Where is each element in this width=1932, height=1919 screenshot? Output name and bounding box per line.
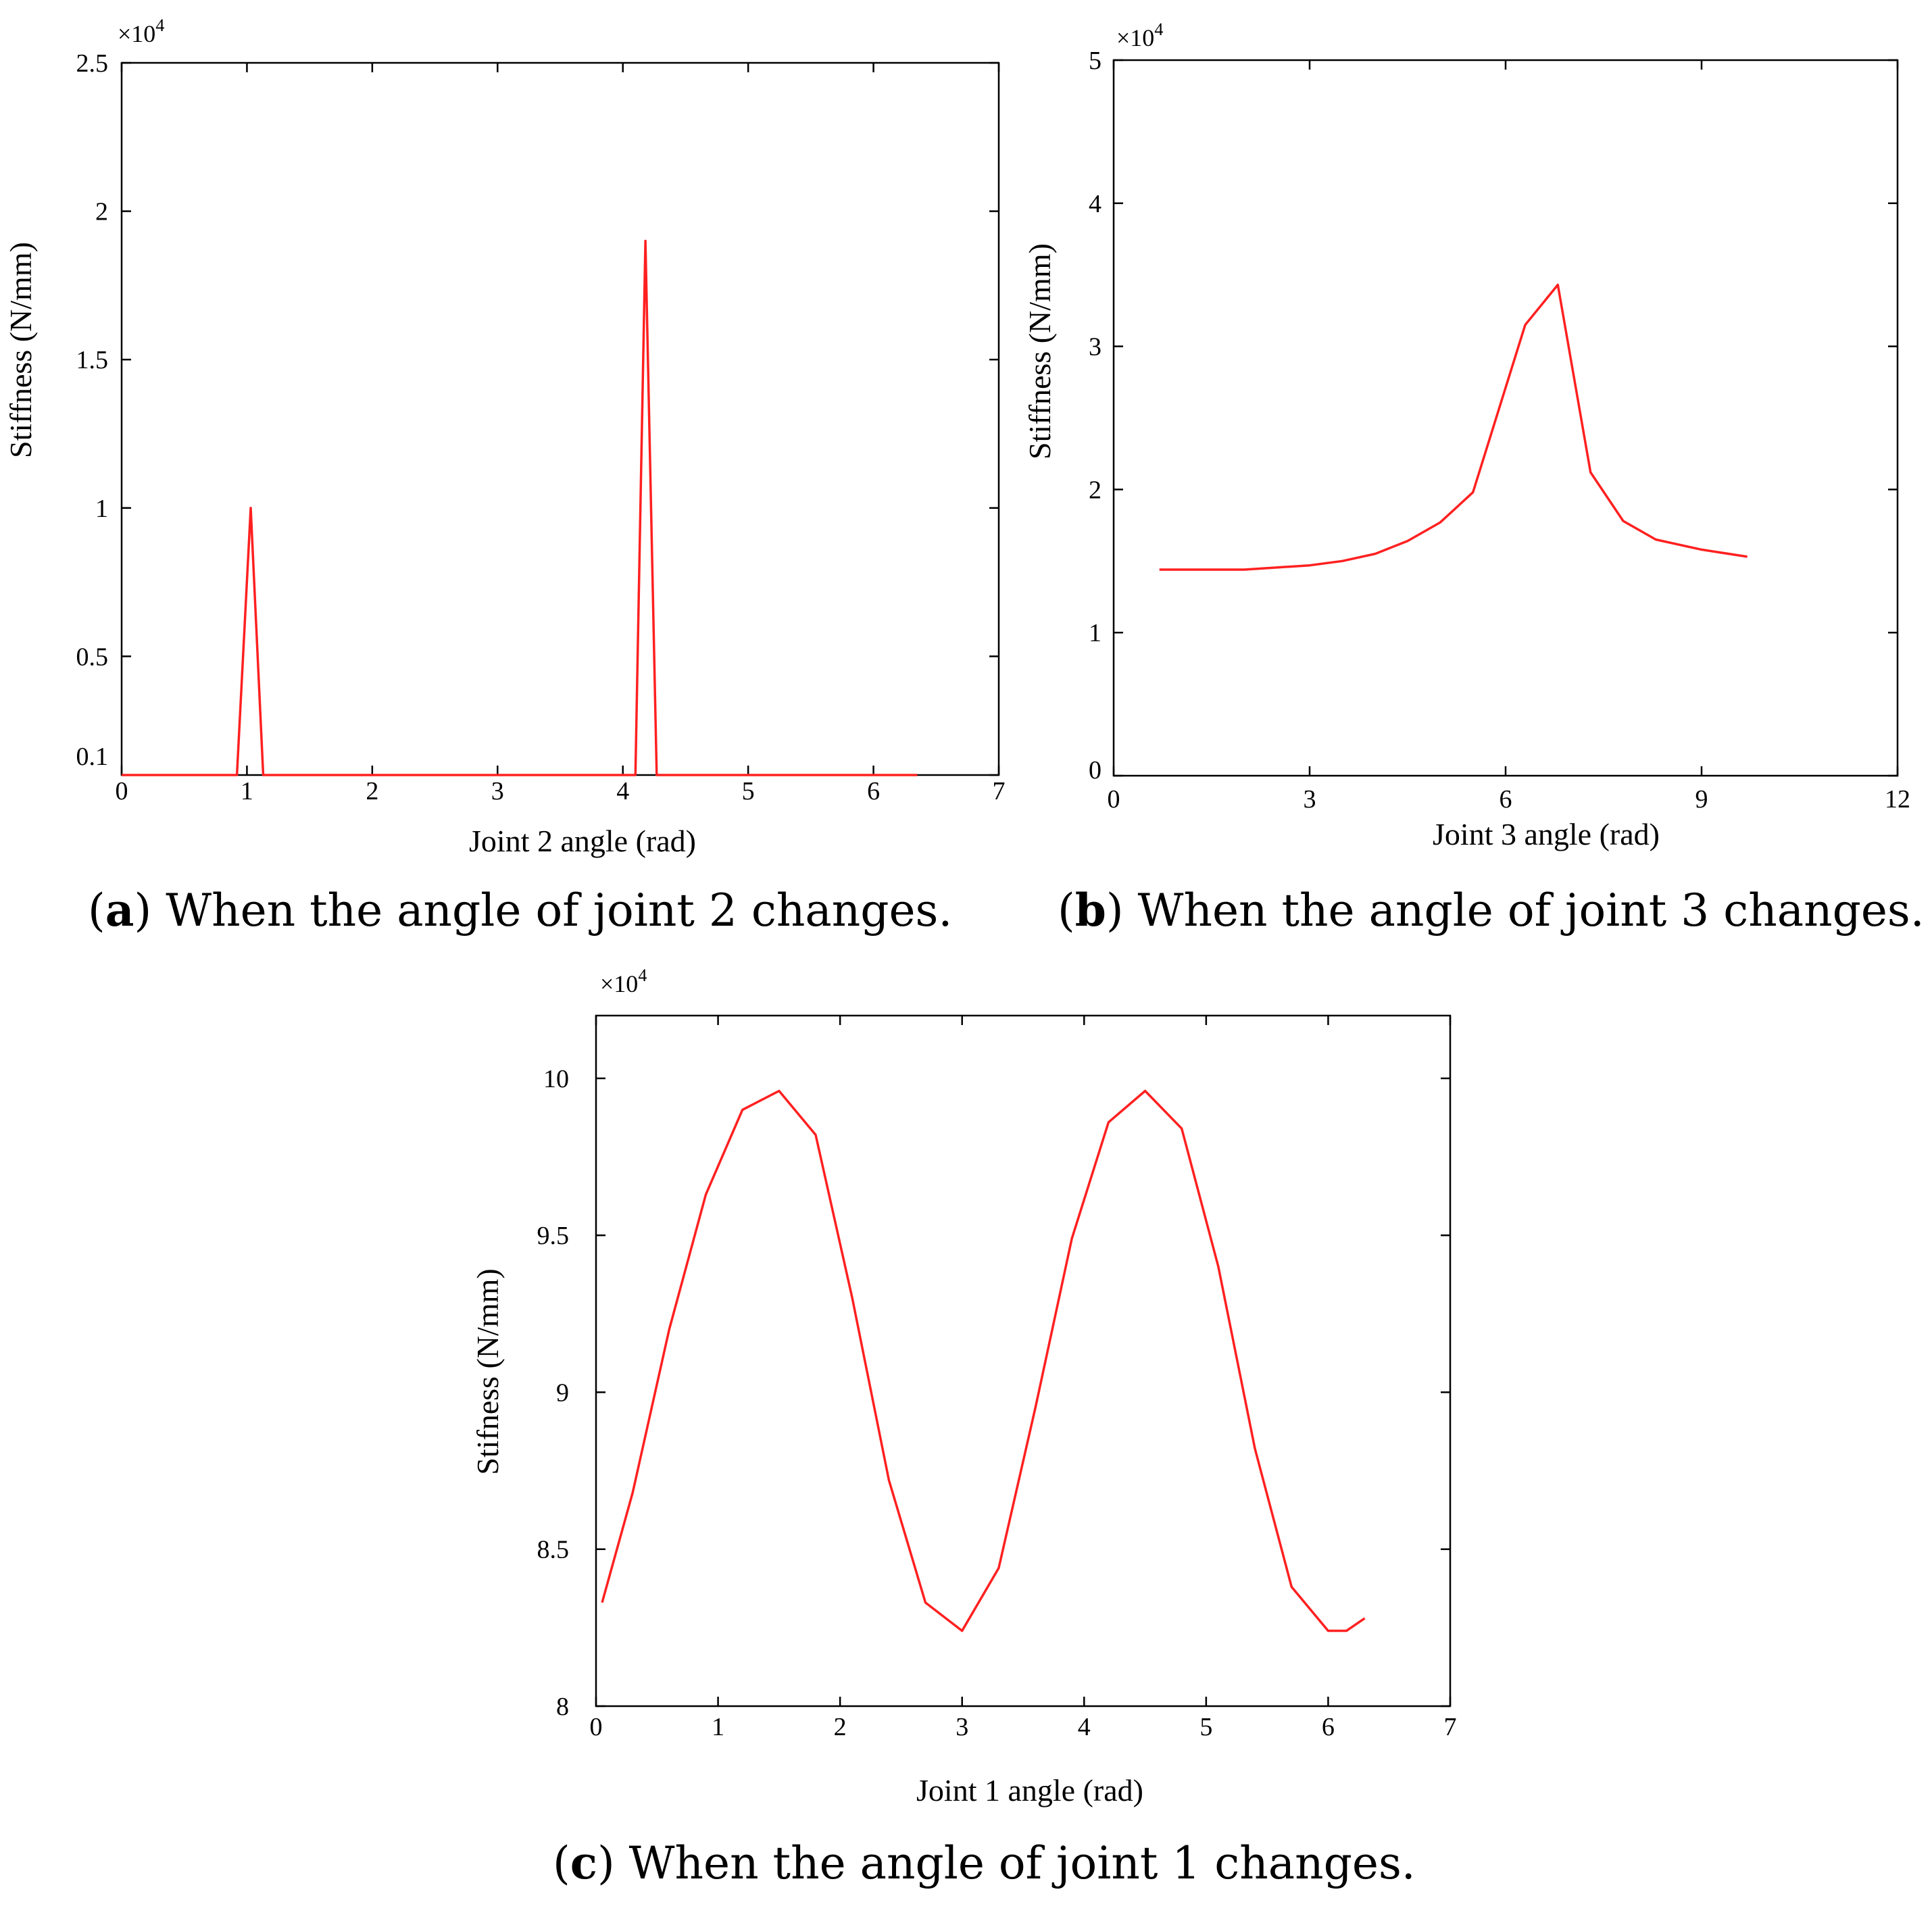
x-tick-label: 1 <box>712 1713 724 1741</box>
x-tick-label: 4 <box>1078 1713 1091 1741</box>
y-tick-label: 4 <box>1089 190 1101 218</box>
x-tick-label: 0 <box>116 777 128 805</box>
plot-frame <box>1112 59 1899 777</box>
y-tick-label: 8 <box>556 1693 569 1721</box>
y-multiplier: ×104 <box>600 966 647 997</box>
y-tick-label: 0.1 <box>76 743 109 771</box>
series-line <box>1159 283 1748 571</box>
y-tick-label: 2.5 <box>76 49 109 78</box>
y-axis-label: Stifness (N/mm) <box>470 1268 505 1474</box>
caption-paren-close: ) <box>134 884 152 937</box>
y-tick-label: 1 <box>95 495 108 523</box>
caption-paren-close: ) <box>1106 884 1124 937</box>
x-tick-label: 3 <box>956 1713 968 1741</box>
x-tick-label: 6 <box>867 777 880 805</box>
y-multiplier-exponent: 4 <box>1154 20 1163 39</box>
x-axis-label: Joint 3 angle (rad) <box>1433 817 1660 851</box>
x-tick-label: 7 <box>993 777 1006 805</box>
series-line <box>601 1089 1366 1633</box>
x-tick-label: 5 <box>1199 1713 1212 1741</box>
x-tick-label: 0 <box>590 1713 603 1741</box>
y-tick-label: 5 <box>1089 47 1101 75</box>
caption: (c) When the angle of joint 1 changes. <box>553 1837 1416 1889</box>
x-tick-label: 3 <box>1304 785 1316 814</box>
caption: (b) When the angle of joint 3 changes. <box>1058 884 1925 937</box>
x-tick-label: 3 <box>491 777 504 805</box>
x-tick-label: 6 <box>1322 1713 1335 1741</box>
caption-text: When the angle of joint 2 changes. <box>151 884 952 937</box>
x-tick-label: 9 <box>1695 785 1708 814</box>
y-tick-label: 1.5 <box>76 346 109 374</box>
plot-frame <box>595 1014 1452 1708</box>
caption-text: When the angle of joint 3 changes. <box>1124 884 1925 937</box>
y-tick-label: 0.5 <box>76 643 109 671</box>
y-tick-label: 3 <box>1089 333 1101 362</box>
x-tick-label: 7 <box>1444 1713 1457 1741</box>
x-axis-label: Joint 2 angle (rad) <box>469 824 696 858</box>
y-tick-label: 9.5 <box>537 1222 570 1250</box>
x-tick-label: 5 <box>742 777 755 805</box>
y-tick-label: 1 <box>1089 619 1101 647</box>
x-tick-label: 0 <box>1108 785 1120 814</box>
caption-letter: a <box>105 884 134 937</box>
x-tick-label: 4 <box>616 777 629 805</box>
x-tick-label: 1 <box>241 777 253 805</box>
x-tick-label: 12 <box>1885 785 1910 814</box>
x-tick-label: 6 <box>1500 785 1512 814</box>
caption-paren-open: ( <box>88 884 105 937</box>
y-multiplier: ×104 <box>1116 20 1163 51</box>
x-axis-label: Joint 1 angle (rad) <box>916 1773 1143 1808</box>
caption-letter: b <box>1075 884 1106 937</box>
y-tick-label: 9 <box>556 1378 569 1407</box>
caption-letter: c <box>570 1837 597 1889</box>
chart-a: 0 1 2 3 4 5 6 7 0.1 0.5 1 1.5 2 2.5 ×104 Joint 2 angle … <box>3 16 1006 937</box>
caption-paren-open: ( <box>1058 884 1075 937</box>
y-multiplier: ×104 <box>118 16 164 47</box>
series-line <box>122 239 918 776</box>
y-tick-label: 0 <box>1089 756 1101 784</box>
y-multiplier-exponent: 4 <box>638 966 647 985</box>
y-multiplier-exponent: 4 <box>155 16 164 35</box>
y-tick-label: 8.5 <box>537 1536 570 1564</box>
chart-c: 0 1 2 3 4 5 6 7 8 8.5 9 9.5 10 ×104 Joint 1 angle (rad… <box>470 966 1457 1889</box>
caption-text: When the angle of joint 1 changes. <box>615 1837 1416 1889</box>
y-tick-label: 10 <box>543 1065 569 1093</box>
y-axis-label: Stiffness (N/mm) <box>1022 243 1057 459</box>
y-tick-label: 2 <box>1089 476 1101 504</box>
y-axis-label: Stiffness (N/mm) <box>3 242 38 458</box>
x-tick-label: 2 <box>834 1713 847 1741</box>
y-tick-label: 2 <box>95 198 108 226</box>
caption: (a) When the angle of joint 2 changes. <box>88 884 952 937</box>
plot-frame <box>120 61 1000 776</box>
x-tick-label: 2 <box>366 777 378 805</box>
caption-paren-close: ) <box>597 1837 615 1889</box>
caption-paren-open: ( <box>553 1837 570 1889</box>
